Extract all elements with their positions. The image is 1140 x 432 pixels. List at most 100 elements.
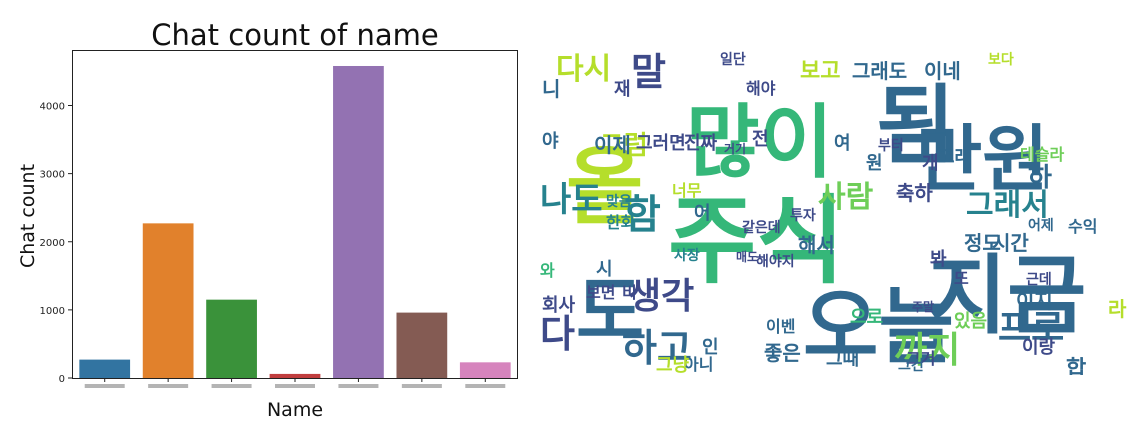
cloud-word: 주말	[912, 300, 935, 314]
cloud-word: 지금	[928, 246, 1087, 346]
cloud-word: 많이	[686, 96, 834, 189]
cloud-word: 그때	[826, 349, 860, 370]
cloud-word: 다시	[556, 52, 612, 87]
cloud-word: 도	[576, 269, 645, 355]
cloud-word: 오늘	[803, 280, 954, 375]
cloud-word: 으로	[850, 307, 884, 328]
x-tick-label	[211, 384, 252, 388]
cloud-word: 사람	[818, 180, 874, 215]
cloud-word: 그러면	[636, 133, 686, 154]
cloud-word: 개	[922, 153, 939, 174]
bar	[142, 223, 194, 378]
cloud-word: 비	[622, 283, 637, 302]
cloud-word: 프로	[998, 308, 1065, 349]
cloud-word: 있음	[954, 311, 988, 332]
cloud-word: 주식	[668, 185, 845, 297]
cloud-word: 그래	[938, 147, 972, 168]
cloud-word: 또	[954, 269, 969, 288]
plot-frame	[72, 50, 518, 379]
cloud-word: 그건	[898, 358, 924, 374]
cloud-word: 그냥	[656, 355, 690, 375]
cloud-word: 거기	[724, 142, 747, 156]
cloud-word: 매도	[736, 250, 759, 264]
x-tick-label	[401, 384, 442, 388]
y-tick-label: 1000	[40, 306, 65, 317]
cloud-word: 테슬라	[1020, 145, 1065, 164]
cloud-word: 그럼	[600, 131, 648, 161]
cloud-word: 근데	[1026, 272, 1052, 288]
cloud-word: 투자	[790, 208, 816, 224]
x-axis-label: Name	[267, 399, 323, 421]
cloud-word: 그래도	[852, 59, 908, 83]
cloud-word: 시간	[992, 231, 1029, 255]
cloud-word: 하	[1028, 163, 1052, 193]
cloud-word: 너무	[672, 181, 702, 200]
x-tick-label	[338, 384, 379, 388]
bar-chart: Chat count of name Chat count Name 0 1000…	[17, 18, 518, 421]
y-axis-ticks: 0 1000 2000 3000 4000	[40, 102, 73, 385]
cloud-word: 야	[542, 131, 559, 152]
cloud-word: 올	[566, 138, 644, 236]
cloud-word: 수익	[1068, 217, 1098, 236]
y-tick-label: 3000	[40, 170, 65, 181]
cloud-word: 정도	[964, 231, 1001, 255]
y-axis-label: Chat count	[17, 164, 39, 268]
cloud-word: 축하	[896, 181, 933, 205]
cloud-word: 함	[624, 192, 661, 238]
cloud-word: 해서	[798, 233, 835, 257]
cloud-word: 좋은	[764, 341, 801, 365]
cloud-word: 여	[834, 133, 851, 154]
cloud-word: 생각	[628, 276, 695, 317]
bar	[396, 312, 448, 378]
bar	[459, 362, 511, 378]
cloud-word: 이벤	[766, 317, 796, 336]
cloud-word: 진짜	[684, 133, 718, 154]
cloud-word: 나도	[540, 180, 603, 220]
cloud-word: 말	[631, 50, 666, 94]
cloud-word: 시	[596, 259, 613, 280]
cloud-word: 보고	[800, 59, 841, 84]
bar	[269, 373, 321, 378]
cloud-word: 합	[1066, 357, 1087, 376]
cloud-word: 원	[866, 153, 883, 174]
cloud-word: 해야	[746, 79, 776, 98]
cloud-word: 이제	[594, 133, 631, 157]
cloud-word: 이랑	[1022, 337, 1056, 358]
x-tick-label	[148, 384, 189, 388]
cloud-word: 봐	[930, 249, 947, 270]
y-tick-label: 0	[59, 374, 65, 385]
bars	[79, 65, 511, 379]
cloud-word: 같은데	[742, 220, 781, 236]
cloud-word: 어	[694, 203, 711, 224]
cloud-word: 부터	[878, 138, 904, 154]
cloud-word: 라	[1108, 297, 1127, 321]
cloud-word: 아니	[684, 355, 714, 374]
cloud-word: 한화	[606, 213, 636, 232]
bar	[79, 359, 131, 378]
word-cloud: 주식 지금 오늘 만원 많이 올 됨 도 생각 하고 까지 나도 사람 그래서 다시 말 함 그럼 보고 그래도 이네 다…	[536, 43, 1140, 375]
x-tick-label	[275, 384, 315, 388]
cloud-word: 이지	[1016, 289, 1053, 313]
cloud-word: 보면	[586, 283, 616, 302]
cloud-word: 회사	[542, 295, 576, 316]
cloud-word: 인	[702, 337, 719, 358]
bar	[206, 299, 257, 378]
cloud-word: 만원	[916, 117, 1049, 201]
cloud-word: 그래서	[966, 188, 1049, 223]
x-axis-ticks	[84, 378, 506, 388]
cloud-word: 보다	[988, 52, 1014, 68]
chart-title: Chat count of name	[151, 18, 438, 52]
cloud-word: 까지	[894, 330, 961, 371]
cloud-word: 전	[752, 129, 769, 150]
cloud-word: 와	[540, 261, 555, 280]
cloud-word: 사장	[674, 248, 700, 264]
cloud-word: 재	[614, 79, 631, 100]
y-tick-label: 4000	[40, 102, 65, 113]
cloud-word: 일단	[720, 52, 746, 68]
cloud-word: 어제	[1028, 218, 1054, 234]
bar	[333, 65, 384, 379]
cloud-word: 됨	[876, 76, 956, 176]
cloud-word: 해야지	[756, 254, 795, 270]
x-tick-label	[465, 384, 506, 388]
cloud-word: 다	[540, 312, 575, 356]
